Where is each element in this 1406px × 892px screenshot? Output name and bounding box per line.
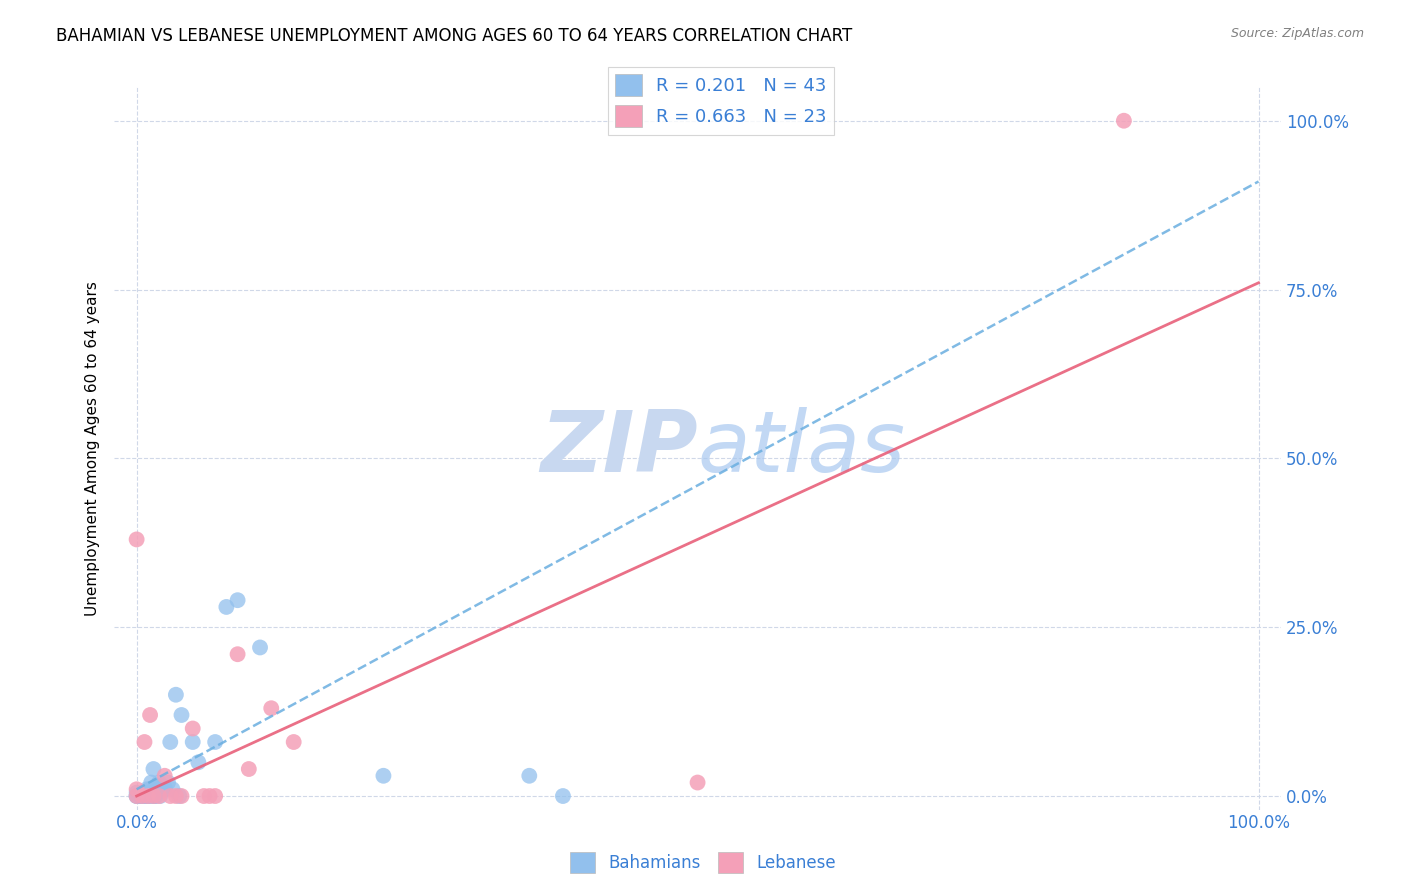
Point <box>170 789 193 803</box>
Point <box>148 789 170 803</box>
Point <box>136 789 159 803</box>
Point <box>153 780 176 795</box>
Point <box>142 762 165 776</box>
Point <box>136 789 159 803</box>
Point <box>142 789 165 803</box>
Point <box>686 775 709 789</box>
Text: atlas: atlas <box>697 407 905 490</box>
Point <box>226 647 249 661</box>
Point <box>204 789 226 803</box>
Point <box>131 789 153 803</box>
Point <box>146 779 169 793</box>
Point <box>159 789 181 803</box>
Point <box>139 708 162 723</box>
Point <box>136 789 159 803</box>
Point <box>187 756 209 770</box>
Point <box>150 779 173 793</box>
Point <box>148 775 170 789</box>
Point <box>193 789 215 803</box>
Point <box>125 789 148 803</box>
Legend: R = 0.201   N = 43, R = 0.663   N = 23: R = 0.201 N = 43, R = 0.663 N = 23 <box>607 67 834 135</box>
Text: ZIP: ZIP <box>540 407 697 490</box>
Point <box>141 775 163 789</box>
Point <box>226 593 249 607</box>
Point <box>181 722 204 736</box>
Point <box>517 769 540 783</box>
Point <box>141 789 163 803</box>
Point <box>162 782 184 797</box>
Point <box>159 735 181 749</box>
Point <box>165 688 187 702</box>
Point <box>128 789 150 803</box>
Point <box>143 789 166 803</box>
Point <box>167 789 190 803</box>
Point <box>136 789 159 803</box>
Point <box>129 789 152 803</box>
Point <box>260 701 283 715</box>
Point <box>145 789 167 803</box>
Point <box>198 789 221 803</box>
Point <box>153 769 176 783</box>
Point <box>125 782 148 797</box>
Point <box>249 640 271 655</box>
Point <box>157 775 180 789</box>
Text: Source: ZipAtlas.com: Source: ZipAtlas.com <box>1230 27 1364 40</box>
Point <box>215 599 238 614</box>
Point <box>181 735 204 749</box>
Point <box>135 782 157 797</box>
Point <box>373 769 395 783</box>
Point <box>283 735 305 749</box>
Point <box>146 782 169 797</box>
Point <box>142 789 165 803</box>
Legend: Bahamians, Lebanese: Bahamians, Lebanese <box>564 846 842 880</box>
Point <box>125 789 148 803</box>
Point <box>134 786 156 800</box>
Point <box>1112 113 1135 128</box>
Point <box>125 786 148 800</box>
Point <box>139 782 162 797</box>
Point <box>551 789 574 803</box>
Point <box>132 789 155 803</box>
Point <box>149 789 172 803</box>
Point <box>170 708 193 723</box>
Point <box>135 789 157 803</box>
Point <box>138 786 160 800</box>
Point <box>134 735 156 749</box>
Point <box>153 782 176 797</box>
Point <box>125 533 148 547</box>
Point <box>204 735 226 749</box>
Point <box>125 789 148 803</box>
Y-axis label: Unemployment Among Ages 60 to 64 years: Unemployment Among Ages 60 to 64 years <box>86 281 100 615</box>
Point <box>238 762 260 776</box>
Point <box>131 789 153 803</box>
Text: BAHAMIAN VS LEBANESE UNEMPLOYMENT AMONG AGES 60 TO 64 YEARS CORRELATION CHART: BAHAMIAN VS LEBANESE UNEMPLOYMENT AMONG … <box>56 27 852 45</box>
Point <box>165 789 187 803</box>
